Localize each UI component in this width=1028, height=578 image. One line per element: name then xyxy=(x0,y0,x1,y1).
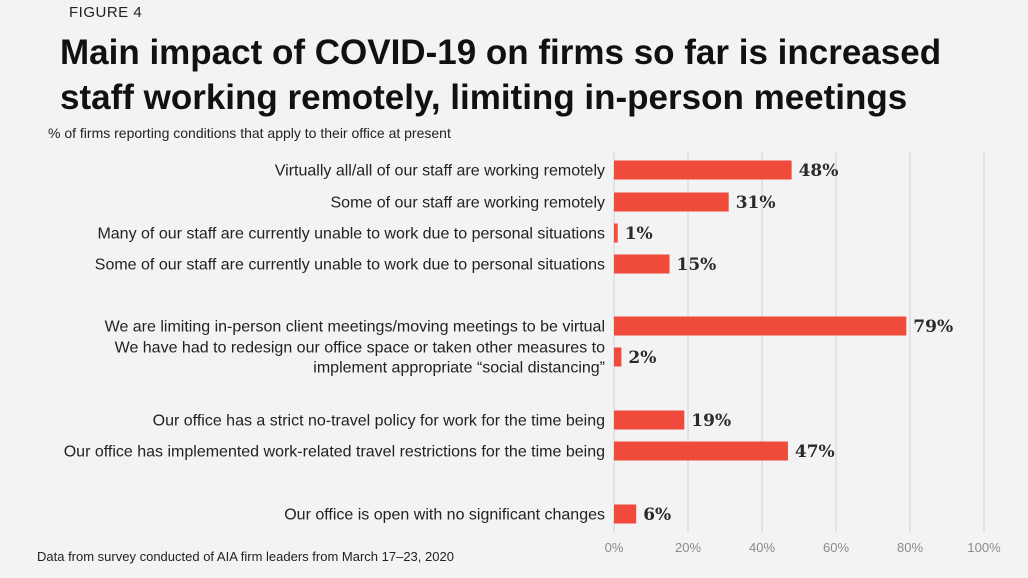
bar xyxy=(614,192,729,212)
x-tick-label: 80% xyxy=(897,540,923,555)
x-tick-label: 100% xyxy=(967,540,1001,555)
x-tick-label: 40% xyxy=(749,540,775,555)
category-label: Many of our staff are currently unable t… xyxy=(97,226,605,243)
x-tick-label: 0% xyxy=(605,540,624,555)
bar xyxy=(614,254,670,274)
chart-subtitle: % of firms reporting conditions that app… xyxy=(48,125,451,141)
figure-label: FIGURE 4 xyxy=(69,4,143,21)
bar xyxy=(614,504,637,524)
chart-source: Data from survey conducted of AIA firm l… xyxy=(37,549,454,564)
category-label: Our office has implemented work-related … xyxy=(64,444,605,461)
value-label: 6% xyxy=(643,505,671,525)
category-label: implement appropriate “social distancing… xyxy=(313,360,605,377)
x-axis-ticks: 0% 20% 40% 60% 80% 100% xyxy=(605,540,1001,555)
value-label: 19% xyxy=(691,411,731,431)
x-tick-label: 20% xyxy=(675,540,701,555)
bar xyxy=(614,316,907,336)
value-label: 48% xyxy=(799,161,839,181)
x-tick-label: 60% xyxy=(823,540,849,555)
value-label: 31% xyxy=(736,193,776,213)
value-label: 1% xyxy=(625,224,653,244)
category-labels: Virtually all/all of our staff are worki… xyxy=(64,163,605,524)
grid-lines xyxy=(613,152,985,532)
value-label: 2% xyxy=(628,348,656,368)
bars xyxy=(614,160,907,524)
category-label: Some of our staff are working remotely xyxy=(331,195,606,212)
category-label: Some of our staff are currently unable t… xyxy=(95,257,605,274)
bar xyxy=(614,441,788,461)
value-label: 79% xyxy=(913,317,953,337)
category-label: We have had to redesign our office space… xyxy=(115,340,605,357)
chart-title: Main impact of COVID-19 on firms so far … xyxy=(60,33,942,117)
bar xyxy=(614,223,618,243)
bar xyxy=(614,160,792,180)
value-labels: 48% 31% 1% 15% 79% 2% 19% 47% 6% xyxy=(625,161,953,525)
category-label: Our office is open with no significant c… xyxy=(284,507,605,524)
value-label: 47% xyxy=(795,442,835,462)
value-label: 15% xyxy=(677,255,717,275)
category-label: Our office has a strict no-travel policy… xyxy=(153,413,605,430)
category-label: Virtually all/all of our staff are worki… xyxy=(275,163,605,180)
bar xyxy=(614,410,685,430)
category-label: We are limiting in-person client meeting… xyxy=(105,319,605,336)
bar xyxy=(614,347,622,367)
